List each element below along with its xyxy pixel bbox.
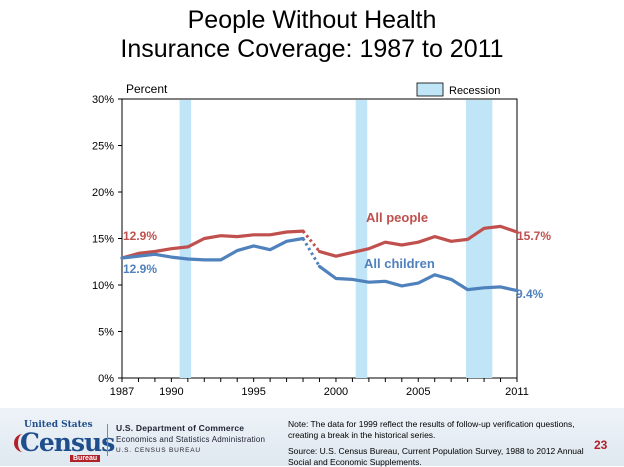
logo-census: Census: [20, 428, 115, 457]
chart-title: People Without Health Insurance Coverage…: [0, 6, 624, 64]
all-children-start-label: 12.9%: [123, 262, 157, 276]
department-name: U.S. Department of Commerce: [116, 423, 245, 433]
footer: United States Census Bureau U.S. Departm…: [0, 408, 624, 467]
bureau-name: U.S. CENSUS BUREAU: [116, 447, 201, 454]
x-tick-label-2011: 2011: [505, 386, 529, 398]
x-tick-label-1987: 1987: [110, 386, 134, 398]
logo-swoosh-icon: [14, 434, 32, 452]
recession-bar-1: [179, 100, 192, 378]
chart-title-line-1: People Without Health: [187, 6, 437, 34]
legend-recession-swatch: [416, 82, 444, 97]
recession-bar-2: [355, 100, 368, 378]
administration-name: Economics and Statistics Administration: [116, 435, 266, 444]
logo-united-states: United States: [24, 420, 93, 430]
census-bureau-logo: United States Census Bureau: [12, 418, 115, 462]
y-tick-label-25: 25%: [92, 141, 114, 153]
all-children-series-label: All children: [364, 256, 435, 271]
all-people-end-label: 15.7%: [517, 229, 551, 243]
y-tick-label-10: 10%: [92, 280, 114, 292]
legend-recession-label: Recession: [449, 85, 500, 97]
chart: 0% 5% 10% 15% 20% 25% 30% 1987 1990 1995 2000 2005 2…: [92, 82, 551, 398]
all-people-break-line: [301, 230, 321, 253]
page-number: 23: [594, 438, 608, 452]
logo-bureau: Bureau: [70, 455, 101, 462]
department-block: U.S. Department of Commerce Economics an…: [116, 423, 265, 456]
footnote: Note: The data for 1999 reflect the resu…: [288, 419, 575, 440]
y-tick-label-30: 30%: [92, 94, 114, 106]
all-people-start-label: 12.9%: [123, 229, 157, 243]
x-tick-label-1995: 1995: [241, 386, 265, 398]
x-tick-label-2000: 2000: [324, 386, 348, 398]
y-tick-label-5: 5%: [98, 327, 114, 339]
all-children-end-label: 9.4%: [516, 287, 544, 301]
all-children-line-segment-2: [317, 264, 519, 293]
all-people-line-segment-2: [317, 224, 519, 258]
y-tick-label-15: 15%: [92, 234, 114, 246]
all-people-line-segment-1: [120, 229, 305, 260]
all-people-series-label: All people: [366, 210, 428, 225]
x-tick-label-2005: 2005: [406, 386, 430, 398]
chart-title-line-2: Insurance Coverage: 1987 to 2011: [120, 35, 504, 63]
y-tick-label-0: 0%: [98, 373, 114, 385]
footer-divider: [107, 424, 108, 456]
source-note: Source: U.S. Census Bureau, Current Popu…: [288, 446, 584, 467]
y-axis-label: Percent: [126, 82, 168, 96]
x-tick-label-1990: 1990: [159, 386, 183, 398]
y-tick-label-20: 20%: [92, 187, 114, 199]
all-children-line-segment-1: [120, 236, 305, 262]
